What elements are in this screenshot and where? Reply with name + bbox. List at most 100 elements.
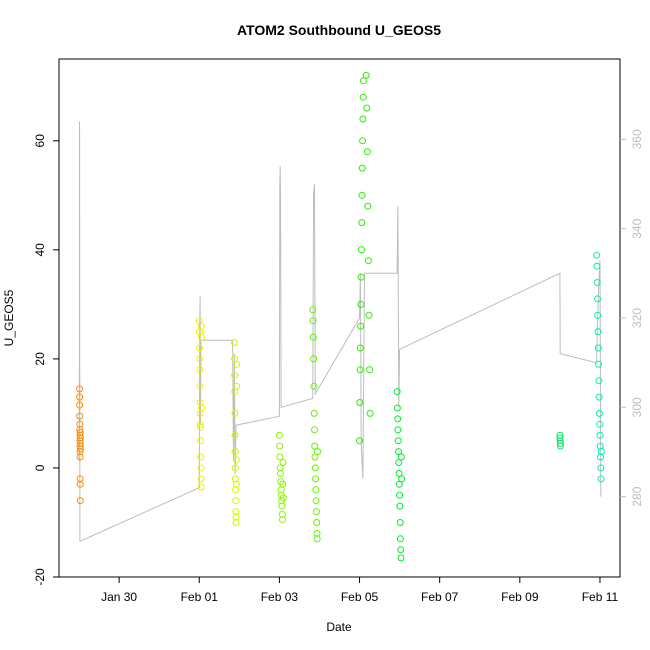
data-point: [76, 448, 84, 456]
data-point: [312, 497, 320, 505]
data-point: [232, 456, 240, 464]
data-point: [556, 439, 564, 447]
data-point: [314, 448, 321, 456]
data-point: [309, 333, 317, 341]
x-tick-label: Jan 30: [101, 590, 137, 604]
plot-frame: [58, 58, 621, 578]
data-point: [359, 115, 367, 123]
data-point: [395, 459, 403, 466]
x-axis: Jan 30 Feb 01 Feb 03 Feb 05 Feb 07 Feb 09 Feb …: [101, 577, 619, 604]
data-point: [232, 508, 240, 516]
data-point: [275, 431, 283, 439]
data-point: [364, 257, 372, 265]
x-tick-label: Feb 01: [181, 590, 219, 604]
data-point: [358, 246, 365, 254]
y2-tick-label: 280: [630, 486, 644, 506]
data-point: [396, 535, 404, 543]
data-point: [198, 404, 206, 412]
data-point: [310, 382, 318, 390]
y2-tick-label: 360: [630, 129, 644, 149]
y-tick-label: 40: [33, 243, 47, 257]
y2-tick-label: 320: [630, 308, 644, 328]
data-point: [76, 497, 84, 505]
data-point: [233, 382, 241, 390]
data-point: [231, 448, 239, 456]
data-point: [359, 93, 367, 101]
secondary-line-layer: [78, 121, 602, 543]
data-point: [309, 317, 317, 325]
data-point: [365, 311, 373, 319]
data-point: [594, 344, 602, 352]
data-point: [197, 453, 205, 461]
data-point: [279, 494, 287, 502]
y-axis-label: U_GEOS5: [2, 289, 16, 346]
data-point: [362, 71, 370, 79]
data-point: [594, 328, 602, 336]
data-point: [197, 423, 204, 431]
data-point: [597, 448, 605, 456]
data-point: [312, 475, 320, 483]
data-point: [359, 77, 367, 85]
data-point: [595, 393, 603, 401]
data-point: [393, 404, 401, 412]
data-point: [398, 475, 406, 483]
data-point: [76, 385, 83, 393]
data-point: [278, 510, 286, 518]
data-point: [196, 355, 204, 363]
secondary-series-line: [78, 121, 602, 543]
data-point: [76, 412, 84, 420]
data-point: [311, 426, 318, 434]
x-tick-label: Feb 11: [582, 590, 619, 604]
data-point: [356, 437, 363, 445]
data-point: [357, 273, 365, 281]
data-point: [397, 554, 405, 562]
data-point: [312, 486, 320, 494]
data-point: [357, 300, 365, 308]
data-point: [276, 442, 284, 450]
data-point: [196, 420, 204, 428]
data-point: [76, 453, 84, 461]
data-point: [313, 529, 321, 537]
data-point: [76, 393, 84, 401]
y-axis-left: -20 0 20 40 60: [33, 134, 59, 586]
data-point: [279, 459, 287, 466]
data-point: [363, 104, 371, 112]
data-point: [357, 322, 365, 330]
data-point: [232, 480, 240, 488]
y-tick-label: -20: [33, 568, 47, 586]
data-point: [597, 475, 605, 483]
data-point: [363, 148, 371, 156]
x-axis-label: Date: [326, 620, 352, 634]
data-point: [310, 409, 318, 417]
data-point: [595, 360, 603, 368]
data-point: [394, 437, 402, 445]
data-point: [197, 464, 205, 472]
data-point: [594, 295, 601, 303]
data-point: [196, 366, 204, 374]
points-layer: [76, 71, 605, 562]
data-point: [233, 360, 240, 368]
data-point: [593, 262, 601, 270]
data-point: [277, 469, 284, 477]
data-point: [311, 464, 319, 472]
data-point: [232, 519, 240, 526]
data-point: [312, 508, 320, 516]
data-point: [593, 251, 601, 259]
y-axis-right: 280 300 320 340 360: [620, 129, 644, 507]
data-point: [394, 426, 402, 434]
data-point: [356, 399, 364, 406]
data-point: [197, 475, 205, 483]
data-point: [395, 469, 403, 477]
data-point: [310, 355, 318, 363]
data-point: [356, 344, 364, 352]
data-point: [594, 311, 602, 319]
data-point: [597, 464, 605, 472]
data-point: [313, 519, 321, 526]
data-point: [397, 546, 405, 554]
data-point: [359, 137, 367, 145]
y2-tick-label: 340: [630, 218, 644, 238]
x-tick-label: Feb 03: [261, 590, 299, 604]
data-point: [311, 442, 319, 450]
data-point: [196, 382, 204, 390]
